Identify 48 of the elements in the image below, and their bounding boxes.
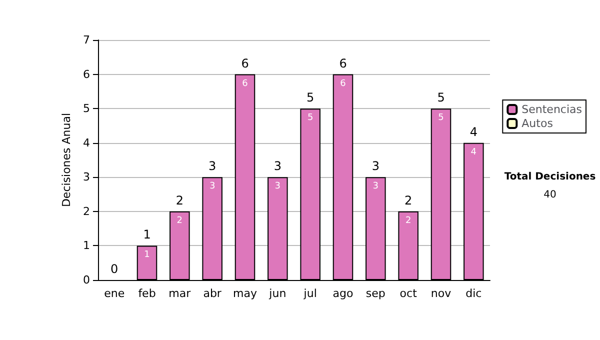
x-tick-label: abr [203,287,222,300]
y-axis-title: Decisiones Anual [60,112,74,208]
data-label: 3 [372,182,379,192]
total-label: 1 [143,228,151,242]
total-label: 4 [470,124,478,139]
y-tick-label: 5 [83,102,90,116]
data-label: 2 [405,216,412,226]
total-label: 3 [274,159,282,174]
y-tick-label: 3 [83,170,90,184]
data-label: 5 [307,113,314,124]
y-tick-label: 7 [83,34,90,46]
y-tick-label: 6 [83,68,90,81]
x-tick-label: dic [466,287,482,300]
text: Total Decisiones [504,172,596,182]
data-label: 4 [470,147,477,158]
total-label: 3 [372,159,380,174]
total-label: 6 [241,56,249,70]
x-tick-label: oct [400,287,418,300]
x-tick-label: sep [366,287,386,300]
y-tick-label: 0 [83,274,90,286]
x-tick-label: mar [168,287,192,300]
x-tick-label: jul [302,287,317,300]
legend-label: Sentencias [522,103,582,116]
total-label: 0 [110,262,118,276]
text: 40 [544,190,556,200]
x-tick-label: ene [104,287,125,300]
x-tick-label: may [233,287,258,300]
x-tick-label: nov [430,287,452,300]
y-tick-label: 1 [83,239,90,252]
x-tick-label: ago [332,287,354,300]
y-tick-label: 4 [83,136,90,150]
data-label: 6 [340,78,346,89]
x-tick-label: jun [268,287,286,300]
x-tick-label: feb [138,287,156,300]
data-label: 2 [176,216,183,226]
total-label: 5 [437,90,445,105]
legend-label: Autos [522,117,554,130]
data-label: 1 [144,250,150,260]
data-label: 3 [209,182,216,192]
data-label: 5 [438,113,444,124]
data-label: 6 [242,78,248,89]
data-label: 3 [274,182,281,192]
total-label: 2 [404,193,412,208]
y-tick-label: 2 [83,204,90,218]
total-label: 2 [176,193,184,208]
total-label: 5 [306,90,314,105]
total-label: 3 [208,159,216,174]
total-label: 6 [339,56,347,70]
